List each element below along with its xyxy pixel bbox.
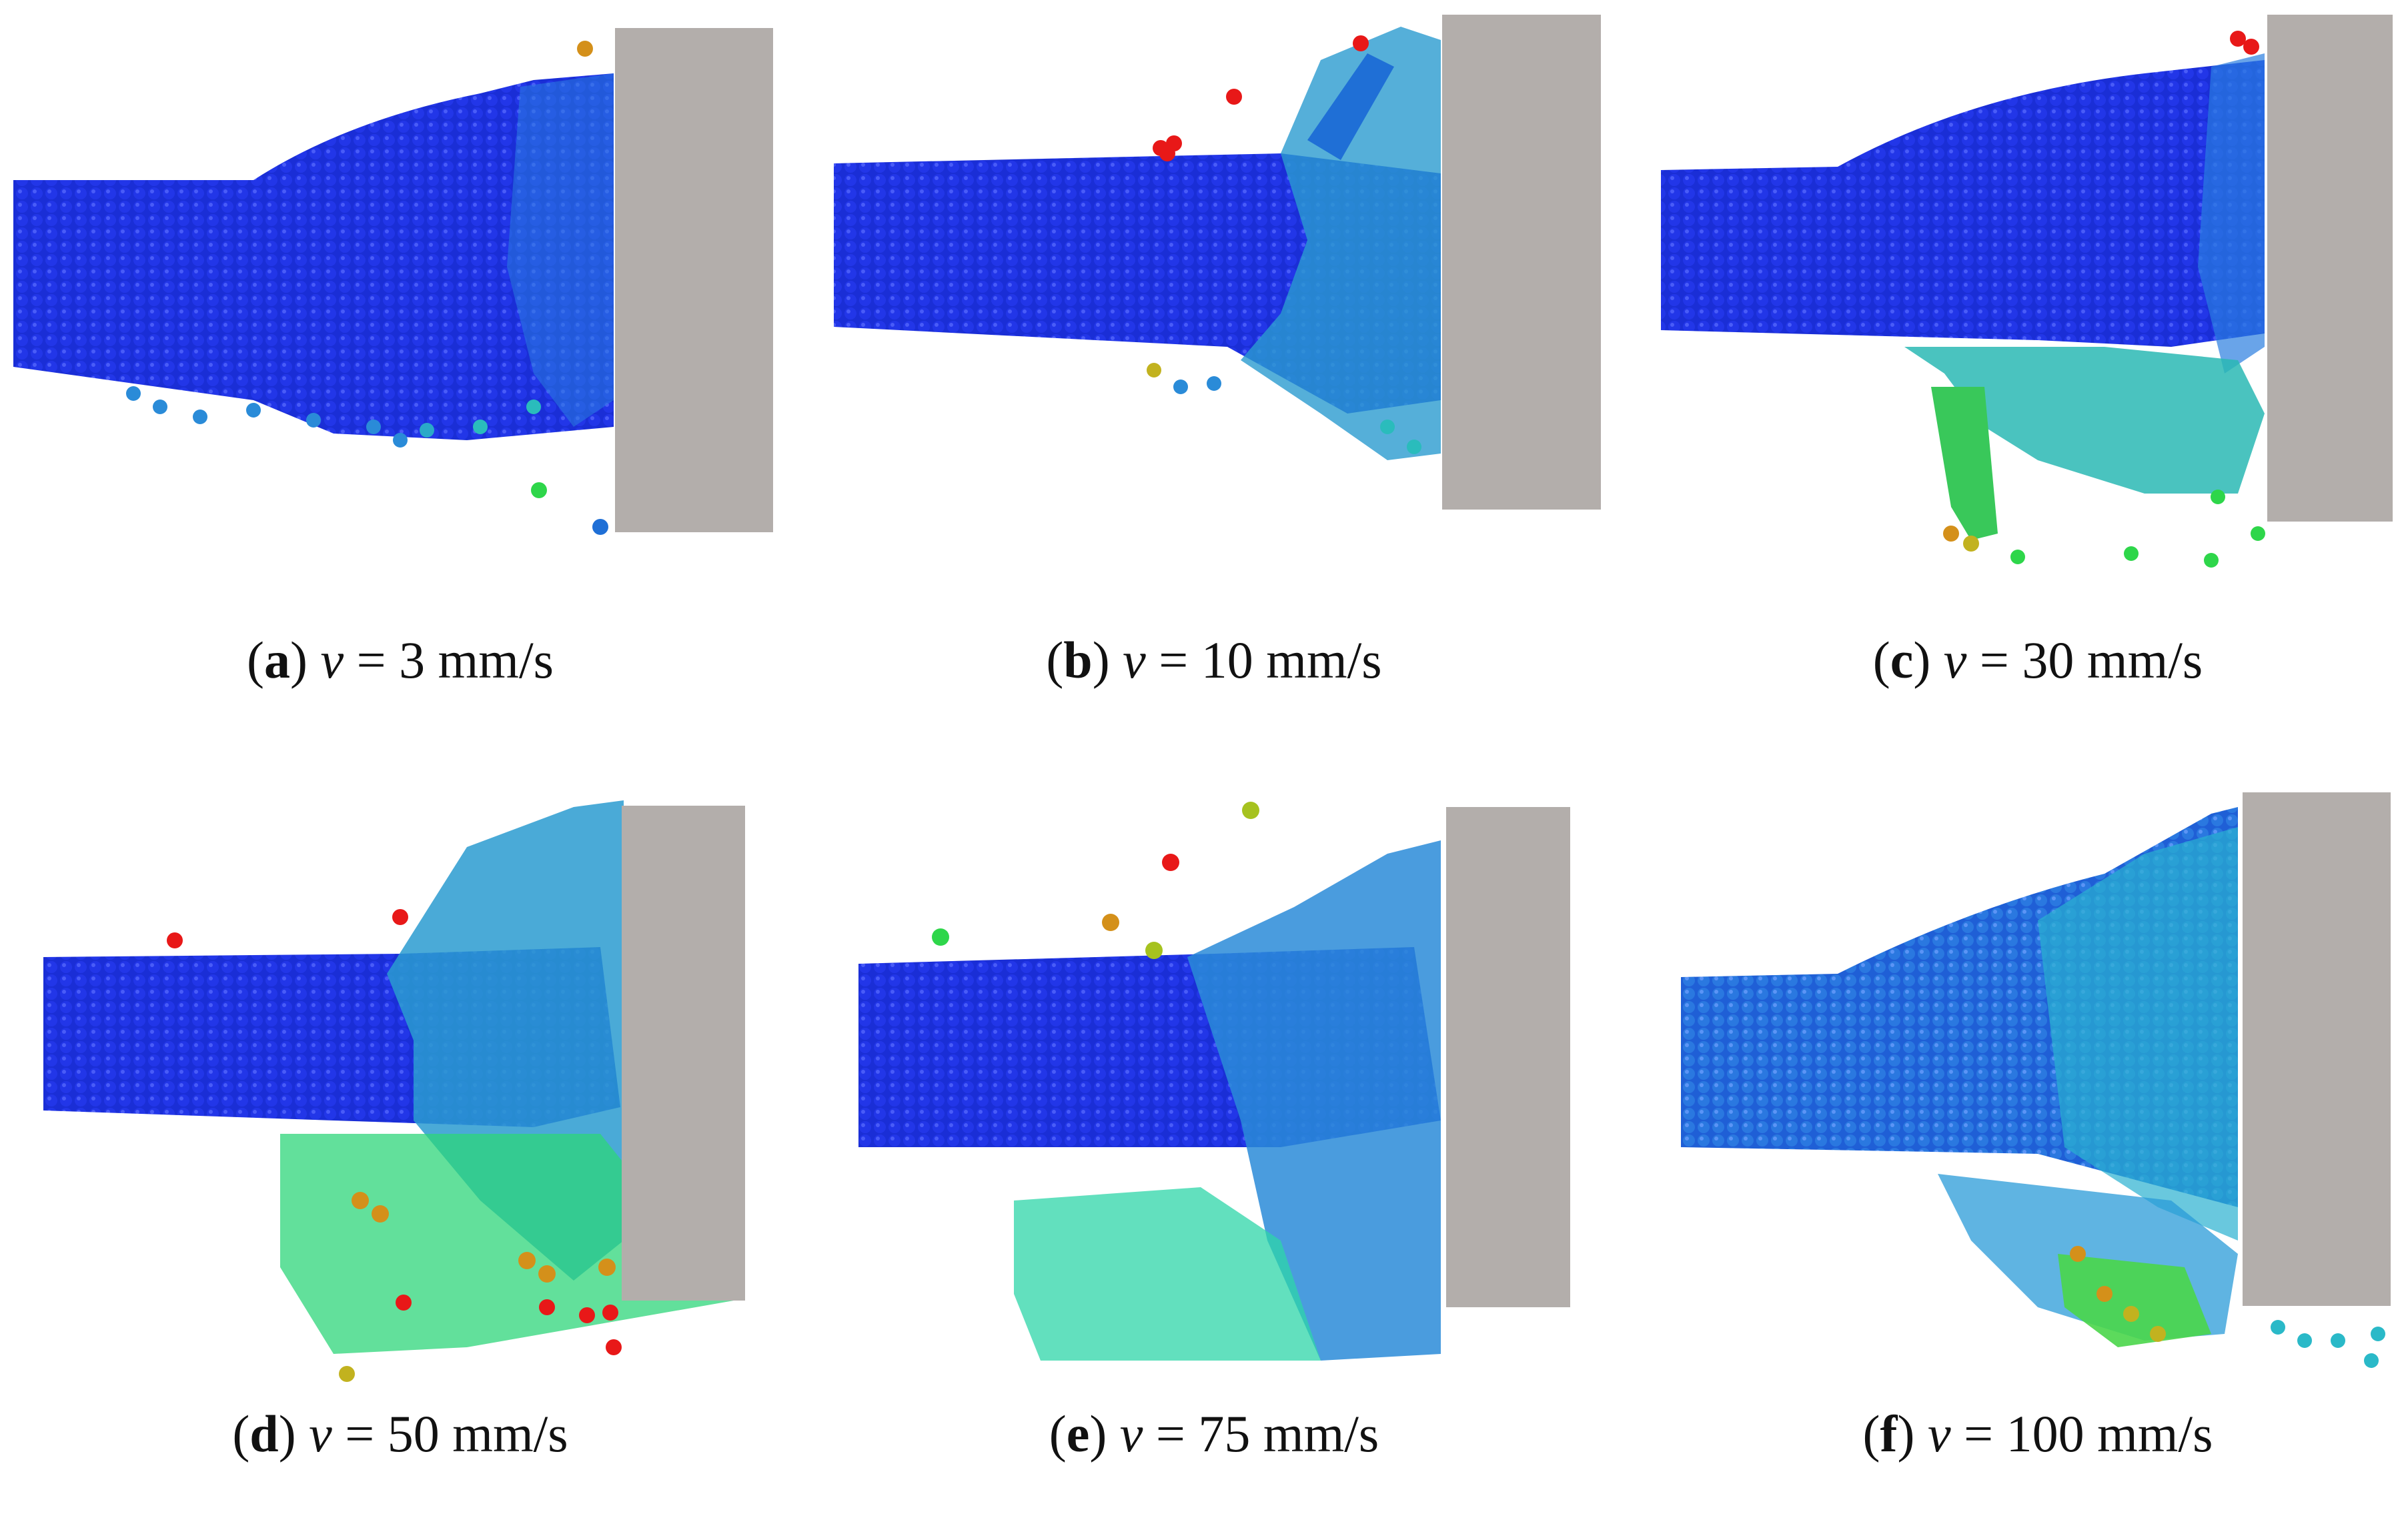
caption-letter: c (1890, 631, 1914, 689)
caption-variable: v (309, 1405, 332, 1463)
panel-c: (c) v = 30 mm/s (1638, 0, 2408, 754)
panel-b: (b) v = 10 mm/s (814, 0, 1614, 754)
caption-value: 3 mm/s (399, 631, 554, 689)
scattered-particles (1147, 363, 1421, 454)
caption-value: 50 mm/s (387, 1405, 568, 1463)
caption-d: (d) v = 50 mm/s (232, 1405, 568, 1463)
deformation-zone (507, 73, 614, 427)
debris-cluster (1014, 1187, 1321, 1361)
wall (622, 806, 745, 1301)
simulation-image-f (1681, 792, 2391, 1368)
debris-cluster (1904, 347, 2265, 494)
caption-value: 10 mm/s (1201, 631, 1382, 689)
caption-a: (a) v = 3 mm/s (247, 631, 554, 689)
caption-variable: v (1123, 631, 1146, 689)
deformation-zone (2038, 827, 2238, 1241)
panel-d: (d) v = 50 mm/s (0, 774, 800, 1527)
material-bar (13, 73, 614, 440)
caption-letter: b (1063, 631, 1093, 689)
material-bar (1661, 60, 2265, 347)
scattered-particles (126, 386, 541, 448)
scattered-particles (1943, 490, 2265, 568)
panel-a: (a) v = 3 mm/s (0, 0, 800, 754)
caption-value: 30 mm/s (2022, 631, 2203, 689)
simulation-image-c (1661, 15, 2393, 568)
particle-green (531, 482, 547, 498)
simulation-image-e (858, 802, 1570, 1361)
caption-variable: v (1927, 1405, 1951, 1463)
wall (2267, 15, 2393, 522)
caption-c: (c) v = 30 mm/s (1872, 631, 2203, 689)
red-particles (167, 909, 622, 1355)
particle-orange (577, 41, 593, 57)
panel-f: (f) v = 100 mm/s (1638, 774, 2408, 1527)
caption-letter: f (1880, 1405, 1898, 1463)
wall (1446, 807, 1570, 1307)
simulation-image-a (13, 28, 773, 535)
caption-f: (f) v = 100 mm/s (1862, 1405, 2213, 1463)
caption-variable: v (1943, 631, 1967, 689)
debris-cluster (280, 1134, 734, 1354)
caption-letter: d (249, 1405, 279, 1463)
deformation-zone (1187, 840, 1441, 1361)
shear-band (1307, 53, 1394, 160)
simulation-image-d (43, 800, 745, 1382)
wall (615, 28, 773, 532)
caption-b: (b) v = 10 mm/s (1046, 631, 1382, 689)
hot-particles (352, 1192, 616, 1283)
scattered-particles (932, 802, 1259, 959)
caption-letter: e (1066, 1405, 1090, 1463)
particle-yellow (339, 1366, 355, 1382)
deformation-zone (1241, 27, 1441, 460)
deformation-zone (2198, 53, 2265, 373)
caption-variable: v (320, 631, 344, 689)
caption-value: 75 mm/s (1198, 1405, 1379, 1463)
particle-blue (592, 519, 608, 535)
panel-e: (e) v = 75 mm/s (814, 774, 1614, 1527)
debris-column (1931, 387, 1998, 540)
caption-variable: v (1119, 1405, 1143, 1463)
red-particles (1153, 35, 1369, 161)
simulation-image-b (834, 15, 1601, 510)
caption-value: 100 mm/s (2006, 1405, 2213, 1463)
debris-green (2058, 1254, 2211, 1347)
hot-particles (2070, 1246, 2166, 1342)
caption-letter: a (264, 631, 290, 689)
wall (2243, 792, 2391, 1306)
wall (1442, 15, 1601, 510)
scattered-particles (2271, 1320, 2385, 1368)
caption-e: (e) v = 75 mm/s (1049, 1405, 1379, 1463)
red-particles (2230, 31, 2259, 55)
